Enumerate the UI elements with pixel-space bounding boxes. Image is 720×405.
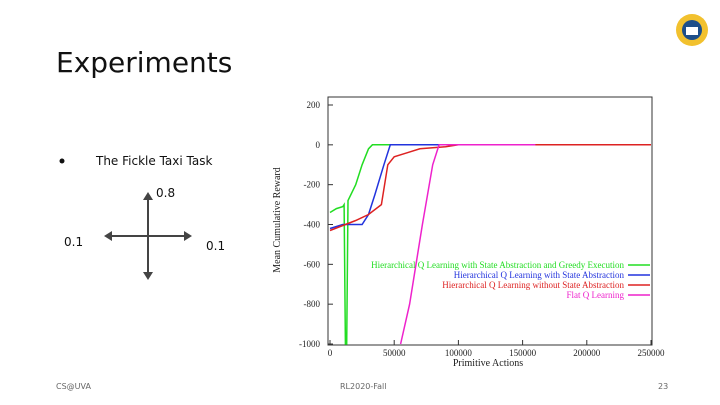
legend-label: Hierarchical Q Learning without State Ab… [442,280,624,290]
x-tick-label: 200000 [573,348,601,358]
y-tick-label: 0 [316,140,321,150]
bullet-dot [59,158,65,164]
legend-label: Hierarchical Q Learning with State Abstr… [371,260,624,270]
y-tick-label: -1000 [299,339,320,349]
slide-title: Experiments [56,46,232,79]
bullet-text: The Fickle Taxi Task [95,154,212,168]
x-tick-label: 100000 [445,348,473,358]
series-line [329,144,536,345]
chart: Primitive Actions Mean Cumulative Reward… [272,96,666,369]
series-line [329,144,651,232]
legend-label: Flat Q Learning [567,290,625,300]
y-tick-label: -600 [304,259,321,269]
plot-frame [327,96,653,346]
prob-right: 0.1 [206,239,225,253]
x-tick-label: 150000 [509,348,537,358]
footer-page: 23 [658,382,668,391]
y-axis-label: Mean Cumulative Reward [272,167,283,273]
y-tick-label: -800 [304,299,321,309]
series-line [399,144,536,345]
action-arrows [104,192,192,280]
y-tick-label: -200 [304,180,321,190]
x-tick-label: 0 [328,348,333,358]
prob-up: 0.8 [156,186,175,200]
footer-center: RL2020-Fall [340,382,386,391]
x-axis-label: Primitive Actions [453,358,523,369]
logo [676,14,708,46]
footer-left: CS@UVA [56,382,91,391]
series-line [329,144,536,230]
x-tick-label: 50000 [383,348,406,358]
y-tick-label: 200 [307,100,321,110]
legend-label: Hierarchical Q Learning with State Abstr… [454,270,625,280]
prob-left: 0.1 [64,235,83,249]
x-tick-label: 250000 [638,348,666,358]
y-tick-label: -400 [304,220,321,230]
